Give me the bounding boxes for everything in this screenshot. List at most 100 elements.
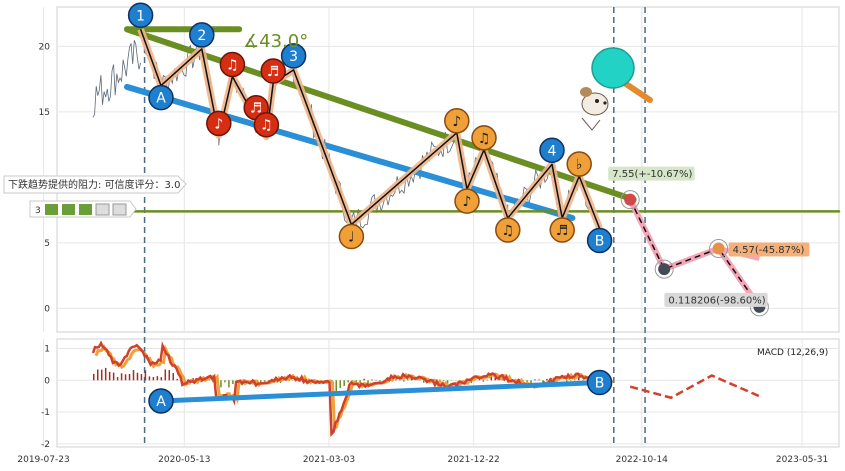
price-line-pre xyxy=(92,40,141,118)
wave-marker xyxy=(566,151,592,177)
ping-pong-paddle-icon xyxy=(591,47,653,103)
wave-marker xyxy=(189,22,215,48)
macd-title: MACD (12,26,9) xyxy=(757,348,828,358)
wave-marker xyxy=(253,111,280,138)
wave-marker-label: 1 xyxy=(136,8,145,24)
projection-ring xyxy=(620,190,640,210)
projection-point xyxy=(712,242,725,255)
macd-histogram-bar xyxy=(108,371,111,381)
wave-marker xyxy=(280,43,307,69)
macd-histogram-bar xyxy=(478,379,481,381)
wave-marker xyxy=(127,2,154,29)
projection-label: 4.57(-45.87%) xyxy=(733,245,805,256)
macd-histogram-bar xyxy=(93,373,95,381)
wave-marker xyxy=(549,217,575,243)
wave-marker-label: ♫ xyxy=(502,223,515,239)
macd-trendline xyxy=(160,380,600,404)
wave-marker-label: ♫ xyxy=(478,131,491,147)
macd-histogram-bar xyxy=(220,380,222,388)
macd-histogram-bar xyxy=(192,378,194,381)
rating-number: 3 xyxy=(35,206,41,216)
rating-star-empty-icon xyxy=(112,203,127,216)
projection-path: 7.55(+-10.67%) 4.57(-45.87%) 0.118206(-98.… xyxy=(608,166,810,317)
rating-star-empty-icon xyxy=(95,203,110,216)
projection-line xyxy=(629,199,761,308)
macd-histogram-bar xyxy=(538,379,540,381)
rating-badge: 3 xyxy=(29,200,137,218)
wave-marker-label: A xyxy=(156,91,166,107)
projection-label: 0.118206(-98.60%) xyxy=(668,295,765,306)
projection-label: 7.55(+-10.67%) xyxy=(612,169,692,180)
wave-marker-label: 3 xyxy=(289,49,298,65)
macd-histogram-bar xyxy=(228,380,230,388)
macd-series: AB xyxy=(91,340,760,438)
price-panel xyxy=(56,6,840,333)
wave-marker-label: ♪ xyxy=(214,116,223,132)
macd-histogram-bar xyxy=(577,375,580,381)
macd-histogram-bar xyxy=(152,377,155,381)
macd-trend-marker xyxy=(586,369,613,396)
macd-projection xyxy=(629,374,760,400)
projection-label-box xyxy=(608,166,695,181)
wave-marker xyxy=(586,227,613,254)
macd-histogram-bar xyxy=(542,380,544,383)
projection-ring xyxy=(709,239,729,259)
wave-markers: 1A2♪♫♬♫♬3♩♪♪♫♫4♬♭B xyxy=(127,2,613,254)
angle-label: ∡43.0° xyxy=(243,31,308,52)
resistance-label: 下跌趋势提供的阻力: 可信度评分：3.0 xyxy=(8,178,180,191)
price-series xyxy=(92,29,600,234)
y-tick-label: 5 xyxy=(44,239,50,249)
macd-histogram-bar xyxy=(244,379,246,381)
wave-marker xyxy=(148,84,174,111)
wave-marker-label: B xyxy=(595,233,605,249)
wave-marker xyxy=(206,110,232,137)
y-tick-label: 0 xyxy=(44,304,50,314)
macd-histogram-bar xyxy=(570,380,572,381)
macd-histogram-bar xyxy=(116,377,119,381)
macd-trend-marker-label: A xyxy=(156,394,166,410)
macd-histogram-bar xyxy=(232,380,234,385)
macd-histogram-bar xyxy=(136,372,139,381)
macd-histogram-bar xyxy=(168,370,171,381)
axis-ticks: 2019-07-23 2020-05-13 2021-03-03 2021-12-22… xyxy=(17,42,828,465)
macd-histogram-bar xyxy=(160,377,163,381)
wave-marker-label: ♬ xyxy=(267,64,280,80)
wave-marker-label: 2 xyxy=(197,28,206,44)
projection-point xyxy=(624,193,637,206)
macd-histogram-bar xyxy=(482,380,485,382)
macd-histogram-bar xyxy=(446,380,449,386)
wave-marker xyxy=(471,125,497,151)
macd-histogram-bar xyxy=(470,380,473,384)
macd-histogram-bar xyxy=(224,380,226,383)
macd-histogram-bar xyxy=(502,379,504,381)
macd-histogram-bar xyxy=(104,367,107,381)
rating-star-icon xyxy=(79,204,92,215)
macd-histogram-bar xyxy=(407,379,409,381)
wave-marker-label: ♫ xyxy=(260,118,273,134)
y-tick-label: -1 xyxy=(41,408,50,418)
macd-histogram-bar xyxy=(490,376,493,381)
wave-marker-label: ♪ xyxy=(463,194,472,210)
macd-histogram-bar xyxy=(144,370,147,381)
macd-histogram-bar xyxy=(371,379,373,381)
macd-histogram-bar xyxy=(252,379,254,381)
macd-histogram-bar xyxy=(581,380,584,382)
macd-histogram-bar xyxy=(156,376,159,381)
price-line xyxy=(140,29,600,234)
macd-histogram-bar xyxy=(347,380,349,383)
macd-histogram-bar xyxy=(530,380,532,384)
wave-marker-label: ♭ xyxy=(576,157,583,173)
macd-histogram-bar xyxy=(351,380,353,382)
macd-histogram-bar xyxy=(96,369,99,381)
y-tick-label: -2 xyxy=(41,440,50,450)
x-tick-label: 2020-05-13 xyxy=(158,455,210,465)
macd-histogram-bar xyxy=(124,374,127,381)
macd-histogram-bar xyxy=(403,380,405,382)
wave-marker-label: ♫ xyxy=(226,57,239,73)
macd-histogram-bar xyxy=(100,369,103,381)
wave-marker xyxy=(495,217,521,243)
macd-histogram-bar xyxy=(486,379,489,381)
macd-histogram-bar xyxy=(442,380,445,382)
rating-star-icon xyxy=(62,204,75,215)
